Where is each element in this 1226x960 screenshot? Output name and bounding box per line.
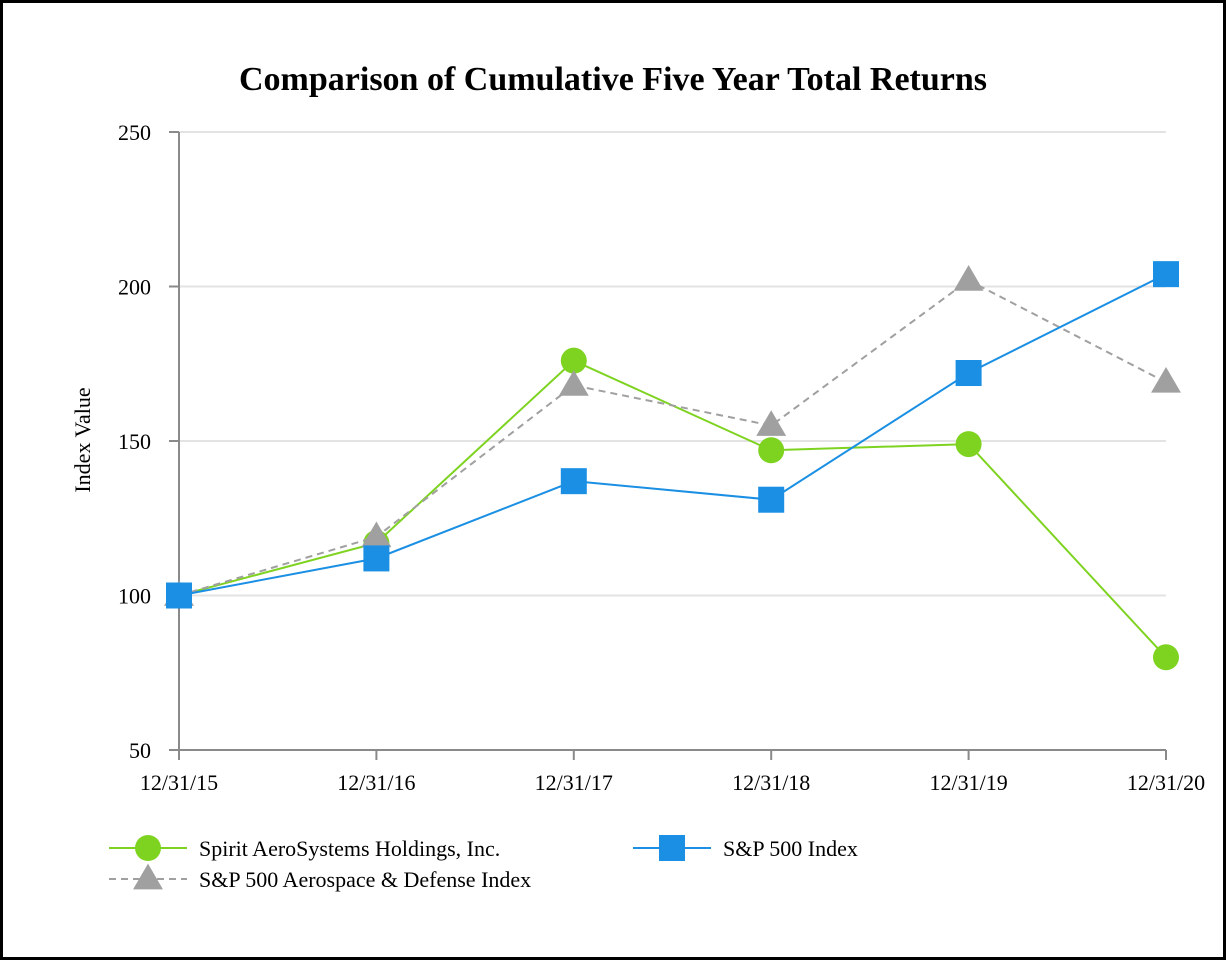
chart-title: Comparison of Cumulative Five Year Total…: [239, 61, 987, 98]
y-tick-label: 150: [118, 429, 151, 454]
data-point: [756, 410, 787, 436]
data-point: [955, 360, 982, 387]
series-triangle: [164, 265, 1181, 606]
data-point: [953, 265, 984, 291]
axes: 50 100 150 200 250 12/31/15 12/31/16 12/31/17 12…: [118, 120, 1205, 795]
series-line: [178, 279, 1167, 597]
legend-label: Spirit AeroSystems Holdings, Inc.: [199, 836, 500, 861]
data-point: [361, 521, 392, 548]
data-point: [1151, 366, 1181, 393]
grid-lines: [179, 131, 1166, 597]
y-tick-label: 50: [129, 738, 151, 763]
y-tick-label: 250: [118, 120, 151, 145]
data-point: [166, 582, 192, 609]
series-line: [178, 273, 1167, 597]
legend-label: S&P 500 Aerospace & Defense Index: [199, 867, 531, 892]
legend-marker: [659, 835, 685, 861]
legend-item: Spirit AeroSystems Holdings, Inc.: [109, 835, 500, 861]
legend-label: S&P 500 Index: [723, 836, 858, 861]
data-point: [363, 545, 390, 572]
y-axis-label: Index Value: [70, 387, 95, 492]
data-point: [758, 437, 785, 464]
legend-marker: [133, 863, 163, 890]
data-point: [560, 347, 587, 374]
data-point: [558, 370, 589, 396]
series-square: [166, 261, 1179, 609]
legend-item: S&P 500 Aerospace & Defense Index: [109, 863, 531, 892]
x-tick-label: 12/31/19: [929, 770, 1007, 795]
legend: Spirit AeroSystems Holdings, Inc. S&P 500…: [109, 835, 858, 892]
data-point: [560, 468, 587, 495]
y-tick-label: 100: [118, 584, 151, 609]
data-point: [758, 486, 785, 513]
x-tick-label: 12/31/18: [732, 770, 810, 795]
series-circle: [166, 347, 1179, 671]
x-tick-label: 12/31/17: [535, 770, 613, 795]
data-point: [955, 431, 982, 458]
data-point: [1153, 261, 1179, 288]
x-tick-label: 12/31/15: [140, 770, 218, 795]
x-tick-label: 12/31/20: [1127, 770, 1205, 795]
y-tick-label: 200: [118, 275, 151, 300]
legend-item: S&P 500 Index: [633, 835, 858, 861]
x-tick-label: 12/31/16: [337, 770, 415, 795]
legend-marker: [135, 835, 161, 861]
data-point: [1153, 644, 1179, 671]
series-layer: [164, 261, 1181, 671]
